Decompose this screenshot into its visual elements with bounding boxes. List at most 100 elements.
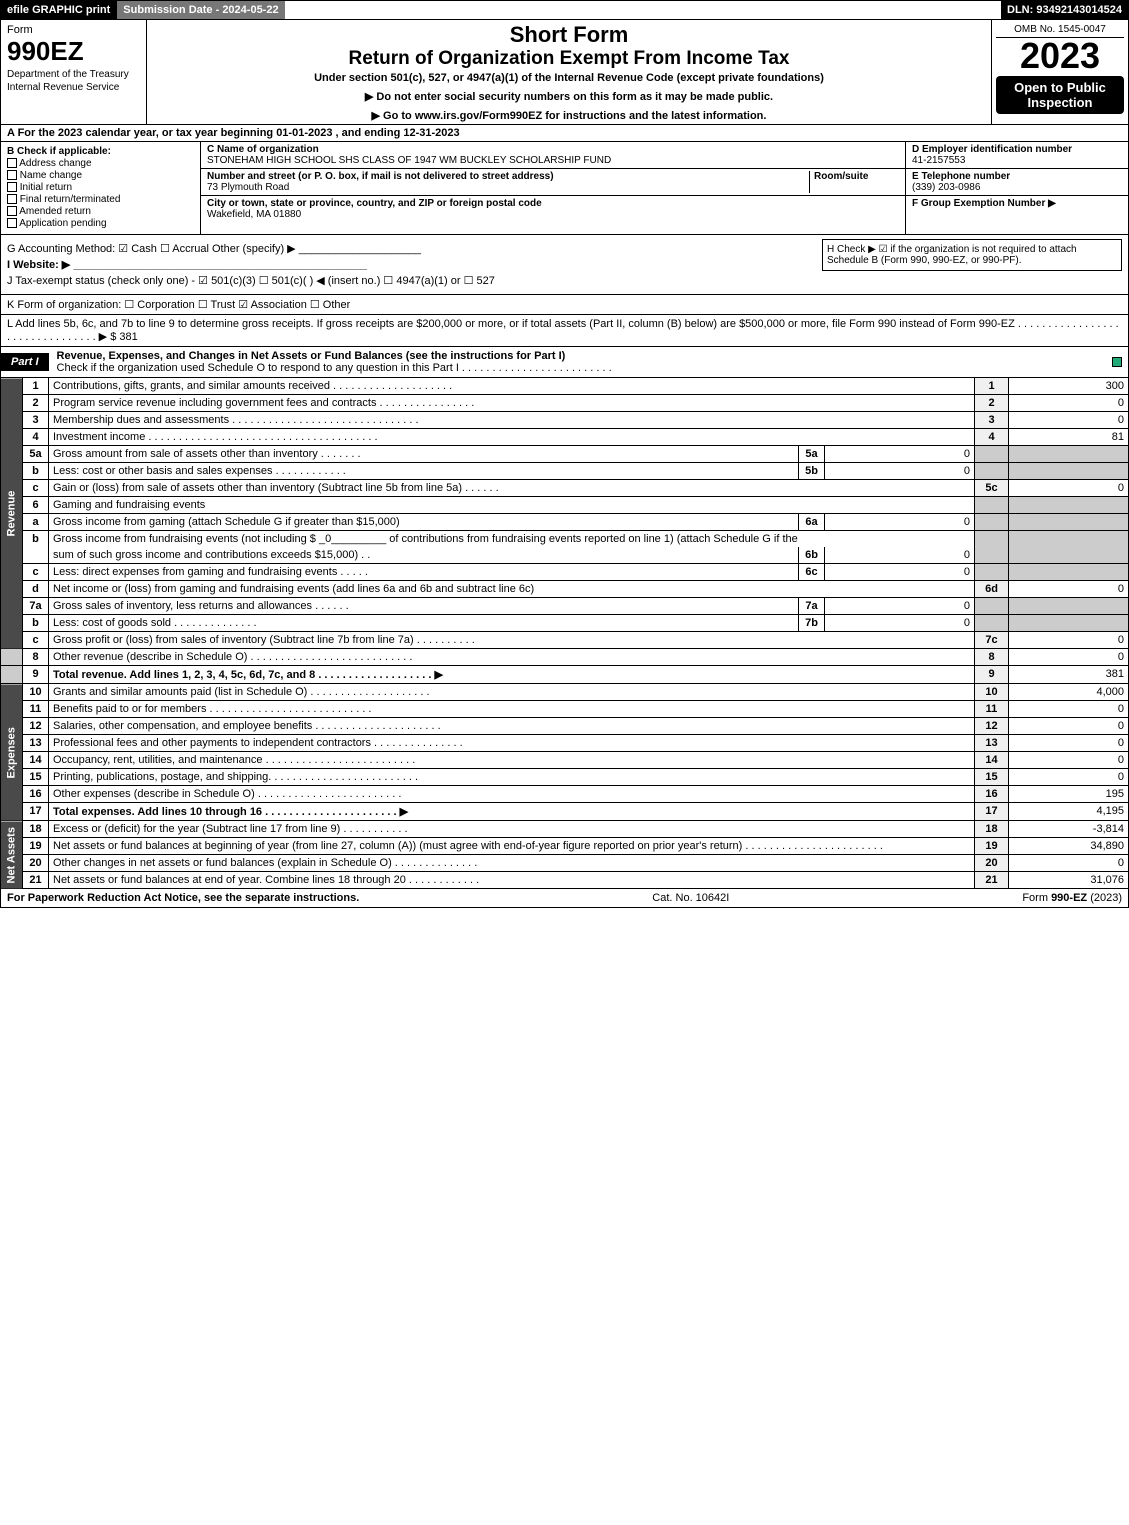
line-num: 9 <box>23 666 49 684</box>
line-num: d <box>23 581 49 598</box>
line-desc: Gross profit or (loss) from sales of inv… <box>49 632 975 649</box>
line-num: c <box>23 564 49 581</box>
title-main: Return of Organization Exempt From Incom… <box>151 48 987 70</box>
line-a-period: A For the 2023 calendar year, or tax yea… <box>0 125 1129 142</box>
footer-form-prefix: Form <box>1022 892 1051 904</box>
line-box: 13 <box>975 735 1009 752</box>
line-value: 0 <box>1009 855 1129 872</box>
table-row: 17Total expenses. Add lines 10 through 1… <box>1 803 1129 821</box>
mini-value: 0 <box>825 615 975 632</box>
shaded-cell <box>1009 446 1129 463</box>
line-k-org-form: K Form of organization: ☐ Corporation ☐ … <box>0 295 1129 315</box>
line-value: 4,000 <box>1009 684 1129 701</box>
side-label-expenses: Expenses <box>1 684 23 821</box>
top-bar: efile GRAPHIC print Submission Date - 20… <box>0 0 1129 20</box>
table-row: 8 Other revenue (describe in Schedule O)… <box>1 649 1129 666</box>
form-header: Form 990EZ Department of the Treasury In… <box>0 20 1129 125</box>
check-initial-return[interactable]: Initial return <box>7 182 194 193</box>
line-box: 17 <box>975 803 1009 821</box>
line-num: 17 <box>23 803 49 821</box>
line-desc: Investment income . . . . . . . . . . . … <box>49 429 975 446</box>
line-num: 5a <box>23 446 49 463</box>
check-label: Name change <box>20 170 82 181</box>
part-1-title-text: Revenue, Expenses, and Changes in Net As… <box>57 350 566 362</box>
meta-section: G Accounting Method: ☑ Cash ☐ Accrual Ot… <box>0 235 1129 295</box>
form-label: Form <box>7 24 140 36</box>
city-value: Wakefield, MA 01880 <box>207 209 301 220</box>
table-row: 7a Gross sales of inventory, less return… <box>1 598 1129 615</box>
table-row: b Less: cost of goods sold . . . . . . .… <box>1 615 1129 632</box>
line-desc: Less: direct expenses from gaming and fu… <box>49 564 799 581</box>
mini-box: 5b <box>799 463 825 480</box>
efile-print-button[interactable]: efile GRAPHIC print <box>1 1 116 19</box>
shaded-cell <box>975 564 1009 581</box>
part-1-subtitle: Check if the organization used Schedule … <box>57 362 612 374</box>
line-value: 0 <box>1009 395 1129 412</box>
shaded-cell <box>975 514 1009 531</box>
line-value: -3,814 <box>1009 821 1129 838</box>
line-num: b <box>23 531 49 564</box>
line-l-gross-receipts: L Add lines 5b, 6c, and 7b to line 9 to … <box>0 315 1129 347</box>
side-spacer <box>1 649 23 666</box>
line-desc: Less: cost of goods sold . . . . . . . .… <box>49 615 799 632</box>
check-amended-return[interactable]: Amended return <box>7 206 194 217</box>
check-final-return[interactable]: Final return/terminated <box>7 194 194 205</box>
revenue-table-cont: 8 Other revenue (describe in Schedule O)… <box>0 649 1129 684</box>
line-value: 0 <box>1009 769 1129 786</box>
shaded-cell <box>975 497 1009 514</box>
header-right: OMB No. 1545-0047 2023 Open to Public In… <box>992 20 1128 124</box>
note-link[interactable]: ▶ Go to www.irs.gov/Form990EZ for instru… <box>151 109 987 122</box>
side-label-revenue: Revenue <box>1 378 23 649</box>
line-value: 81 <box>1009 429 1129 446</box>
shaded-cell <box>1009 514 1129 531</box>
line-num: 21 <box>23 872 49 889</box>
check-application-pending[interactable]: Application pending <box>7 218 194 229</box>
mini-box: 5a <box>799 446 825 463</box>
line-num: 16 <box>23 786 49 803</box>
dln-value: 93492143014524 <box>1036 4 1122 16</box>
line-desc: Contributions, gifts, grants, and simila… <box>49 378 975 395</box>
footer-form-ref: Form 990-EZ (2023) <box>1022 892 1122 904</box>
line-box: 6d <box>975 581 1009 598</box>
line-num: a <box>23 514 49 531</box>
line-value: 195 <box>1009 786 1129 803</box>
line-desc: Other revenue (describe in Schedule O) .… <box>49 649 975 666</box>
line-num: 3 <box>23 412 49 429</box>
table-row: c Less: direct expenses from gaming and … <box>1 564 1129 581</box>
check-name-change[interactable]: Name change <box>7 170 194 181</box>
line-desc: Gross income from fundraising events (no… <box>49 531 975 548</box>
table-row: c Gross profit or (loss) from sales of i… <box>1 632 1129 649</box>
side-label-net-assets: Net Assets <box>1 821 23 889</box>
check-address-change[interactable]: Address change <box>7 158 194 169</box>
line-box: 1 <box>975 378 1009 395</box>
part-1-label: Part I <box>1 353 49 371</box>
line-desc: Membership dues and assessments . . . . … <box>49 412 975 429</box>
line-box: 10 <box>975 684 1009 701</box>
table-row: 4 Investment income . . . . . . . . . . … <box>1 429 1129 446</box>
street-label: Number and street (or P. O. box, if mail… <box>207 171 554 182</box>
table-row: c Gain or (loss) from sale of assets oth… <box>1 480 1129 497</box>
shaded-cell <box>1009 463 1129 480</box>
ein-label: D Employer identification number <box>912 144 1072 155</box>
check-label: Amended return <box>19 206 91 217</box>
part-1-title: Revenue, Expenses, and Changes in Net As… <box>49 347 1106 377</box>
section-def: D Employer identification number 41-2157… <box>906 142 1128 234</box>
table-row: 20Other changes in net assets or fund ba… <box>1 855 1129 872</box>
line-num: b <box>23 615 49 632</box>
note-ssn: ▶ Do not enter social security numbers o… <box>151 90 987 103</box>
table-row: sum of such gross income and contributio… <box>1 547 1129 564</box>
line-box: 14 <box>975 752 1009 769</box>
line-box: 5c <box>975 480 1009 497</box>
line-desc: Benefits paid to or for members . . . . … <box>49 701 975 718</box>
line-box: 19 <box>975 838 1009 855</box>
line-num: 6 <box>23 497 49 514</box>
section-b-label: B Check if applicable: <box>7 146 194 157</box>
table-row: 3 Membership dues and assessments . . . … <box>1 412 1129 429</box>
shaded-cell <box>1009 598 1129 615</box>
section-c-org: C Name of organization STONEHAM HIGH SCH… <box>201 142 906 234</box>
part-1-check[interactable] <box>1106 356 1128 368</box>
line-desc: Grants and similar amounts paid (list in… <box>49 684 975 701</box>
line-box: 18 <box>975 821 1009 838</box>
check-label: Final return/terminated <box>20 194 121 205</box>
line-box: 2 <box>975 395 1009 412</box>
